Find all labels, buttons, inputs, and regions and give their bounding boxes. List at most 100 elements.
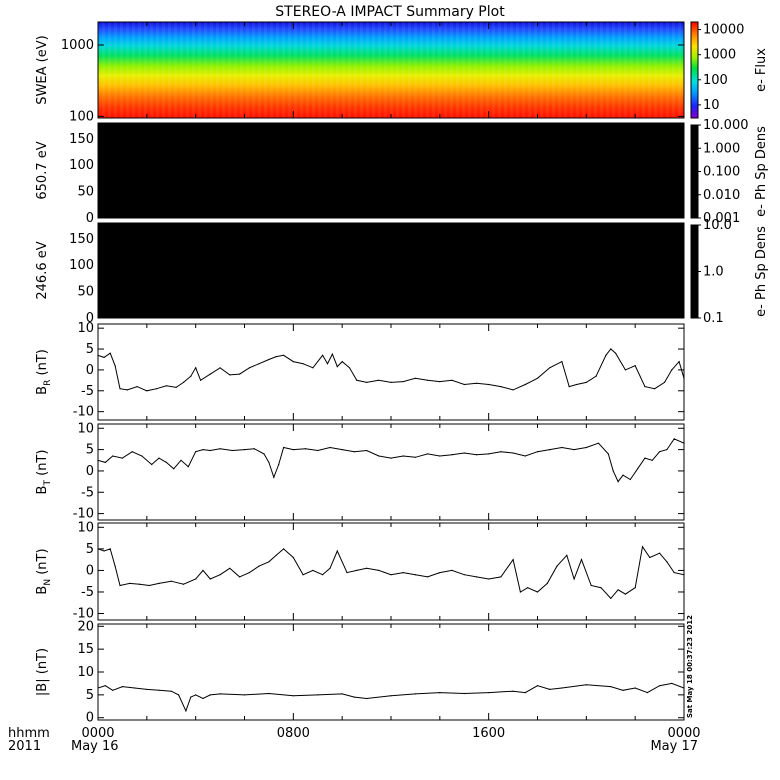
data-point <box>607 453 609 455</box>
data-point <box>346 572 348 574</box>
data-point <box>317 694 319 696</box>
data-point <box>390 381 392 383</box>
y-tick-label: 15 <box>77 642 94 657</box>
data-point <box>202 697 204 700</box>
data-point <box>651 459 653 461</box>
data-point <box>634 587 636 589</box>
date-label-start: May 16 <box>71 739 119 754</box>
data-point <box>439 381 441 383</box>
data-point <box>463 452 465 454</box>
data-point <box>644 457 646 459</box>
data-point <box>378 379 380 381</box>
spectrogram-texture <box>98 22 684 118</box>
data-point <box>463 574 465 576</box>
data-point <box>624 593 627 595</box>
y-tick-label: 0 <box>86 363 94 378</box>
series-line-bn <box>98 545 684 600</box>
data-point <box>97 548 99 550</box>
data-point <box>475 576 478 578</box>
data-point <box>268 358 270 361</box>
data-point <box>97 459 99 461</box>
data-point <box>512 690 514 692</box>
y-axis-label: SWEA (eV) <box>35 35 50 104</box>
data-point <box>585 684 587 686</box>
data-point <box>683 442 685 444</box>
data-point <box>663 381 666 383</box>
panel-bn: -10 -5 0 5 10 BN (nT) <box>35 520 685 622</box>
y-tick-label: 10 <box>77 321 94 336</box>
colorbar-tick-label: 100 <box>703 73 728 88</box>
data-point <box>180 459 182 461</box>
data-point <box>546 582 548 585</box>
panel-swea: 100 1000 SWEA (eV) <box>35 21 685 124</box>
data-point <box>273 476 275 478</box>
data-point <box>170 690 172 692</box>
y-tick-label: 5 <box>86 542 94 557</box>
data-point <box>195 451 197 453</box>
data-point <box>146 688 148 691</box>
data-point <box>463 692 465 695</box>
data-point <box>141 455 143 457</box>
data-point <box>182 583 185 585</box>
data-point <box>114 565 116 567</box>
colorbar-tick-label: 10000 <box>703 23 744 38</box>
data-point <box>414 377 416 379</box>
x-tick-label: 0000 <box>667 726 700 741</box>
data-point <box>329 446 331 449</box>
y-tick-label: 100 <box>69 109 94 124</box>
data-point <box>402 455 404 457</box>
data-point <box>666 561 668 563</box>
panel-frame <box>97 423 685 521</box>
data-point <box>200 379 202 381</box>
data-point <box>158 582 160 585</box>
data-point <box>500 576 502 578</box>
data-point <box>190 375 192 377</box>
data-point <box>97 687 99 689</box>
data-point <box>353 451 355 453</box>
timestamp-stamp: Sat May 18 00:37:23 2012 <box>686 615 694 718</box>
data-point <box>427 576 429 578</box>
data-point <box>275 554 277 556</box>
y-tick-label: 10 <box>77 665 94 680</box>
x-axis-labels: 0000 0800 1600 0000 May 16 May 17 hhmm 2… <box>8 726 701 754</box>
data-point <box>209 449 211 452</box>
data-point <box>624 369 627 371</box>
data-point <box>678 361 680 363</box>
data-point <box>175 386 177 388</box>
data-point <box>165 385 167 387</box>
data-point <box>302 363 304 365</box>
y-tick-label: 50 <box>77 185 94 200</box>
data-point <box>112 455 114 457</box>
data-point <box>654 388 656 390</box>
data-point <box>322 354 324 356</box>
colorbar-tick-label: 1000 <box>703 48 736 63</box>
data-point <box>114 365 116 367</box>
series-line-bmag <box>98 682 684 713</box>
data-point <box>109 352 111 354</box>
data-point <box>536 377 539 379</box>
data-point <box>119 388 121 390</box>
data-point <box>378 569 380 572</box>
data-point <box>331 353 333 355</box>
data-point <box>536 591 539 593</box>
data-point <box>646 692 649 694</box>
data-point <box>512 389 514 391</box>
pitch-angle-spectrogram <box>98 223 684 318</box>
data-point <box>649 556 651 559</box>
data-point <box>600 587 602 589</box>
data-point <box>231 449 233 452</box>
data-point <box>209 578 211 580</box>
data-point <box>637 468 639 470</box>
data-point <box>561 446 563 449</box>
data-point <box>219 448 221 450</box>
y-tick-label: -5 <box>81 585 94 600</box>
colorbar-bar <box>690 124 699 219</box>
data-point <box>178 694 180 696</box>
data-point <box>573 449 575 451</box>
y-tick-label: -5 <box>81 384 94 399</box>
data-point <box>524 692 526 694</box>
data-point <box>353 696 355 698</box>
data-point <box>580 559 583 561</box>
data-point <box>671 682 673 685</box>
data-point <box>595 375 597 377</box>
